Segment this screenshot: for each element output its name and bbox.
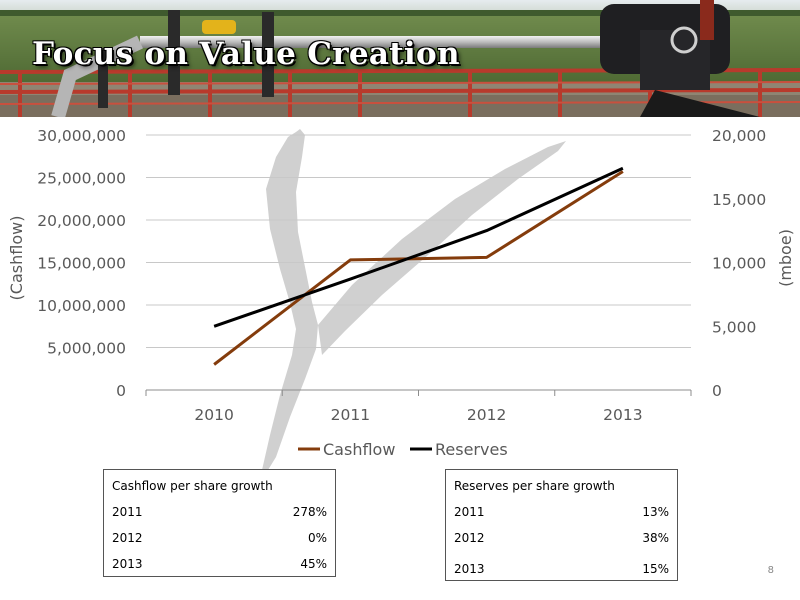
row-year: 2012 [454, 531, 485, 545]
page-number: 8 [767, 565, 774, 576]
watermark-logo [262, 129, 566, 470]
legend-label-cashflow: Cashflow [323, 440, 395, 459]
series-line-cashflow [213, 170, 624, 366]
y-left-tick-label: 0 [116, 382, 126, 400]
cashflow-growth-header: Cashflow per share growth [112, 479, 273, 493]
y-left-tick-label: 15,000,000 [37, 255, 126, 273]
x-tick-label: 2012 [467, 406, 506, 424]
wellhead-photo [0, 0, 800, 117]
banner: Focus on Value Creation [0, 0, 800, 117]
row-year: 2011 [454, 505, 485, 519]
y-right-tick-label: 5,000 [712, 318, 756, 336]
y-left-tick-label: 30,000,000 [37, 127, 126, 145]
y-right-tick-label: 20,000 [712, 127, 766, 145]
y-axis-left: 0 5,000,000 10,000,000 15,000,000 20,000,000… [37, 127, 126, 400]
legend-label-reserves: Reserves [435, 440, 508, 459]
row-year: 2013 [454, 562, 485, 576]
legend: Cashflow Reserves [298, 440, 508, 459]
reserves-growth-table: Reserves per share growth 2011 13% 2012 … [445, 469, 678, 581]
table-row: 2013 15% [454, 562, 669, 578]
row-value: 13% [642, 505, 669, 519]
series-lines [213, 166, 624, 366]
y-left-tick-label: 20,000,000 [37, 212, 126, 230]
y-right-tick-label: 0 [712, 382, 722, 400]
row-value: 15% [642, 562, 669, 576]
row-year: 2012 [112, 531, 143, 545]
table-row: 2013 45% [112, 557, 327, 573]
y-left-tick-label: 5,000,000 [47, 340, 126, 358]
x-axis: 2010 2011 2012 2013 [145, 390, 692, 424]
y-right-tick-label: 10,000 [712, 255, 766, 273]
table-row: 2011 13% [454, 505, 669, 521]
row-value: 0% [307, 531, 327, 545]
y-axis-right-title: (mboe) [776, 229, 795, 287]
table-row: 2011 278% [112, 505, 327, 521]
x-tick-label: 2010 [194, 406, 233, 424]
y-right-tick-label: 15,000 [712, 191, 766, 209]
slide-title: Focus on Value Creation [32, 36, 460, 72]
table-row: 2012 38% [454, 531, 669, 547]
series-line-reserves [213, 166, 624, 328]
row-value: 45% [300, 557, 327, 571]
x-tick-label: 2013 [603, 406, 642, 424]
y-left-tick-label: 25,000,000 [37, 170, 126, 188]
table-row: 2012 0% [112, 531, 327, 547]
x-tick-label: 2011 [331, 406, 370, 424]
line-chart: 2010 2011 2012 2013 0 5,000,000 10,000,000 15,… [7, 127, 795, 470]
y-axis-left-title: (Cashflow) [7, 216, 26, 301]
y-axis-right: 0 5,000 10,000 15,000 20,000 [712, 127, 766, 400]
cashflow-growth-table: Cashflow per share growth 2011 278% 2012… [103, 469, 336, 577]
row-value: 38% [642, 531, 669, 545]
reserves-growth-header: Reserves per share growth [454, 479, 615, 493]
row-year: 2013 [112, 557, 143, 571]
y-left-tick-label: 10,000,000 [37, 297, 126, 315]
row-value: 278% [292, 505, 327, 519]
row-year: 2011 [112, 505, 143, 519]
